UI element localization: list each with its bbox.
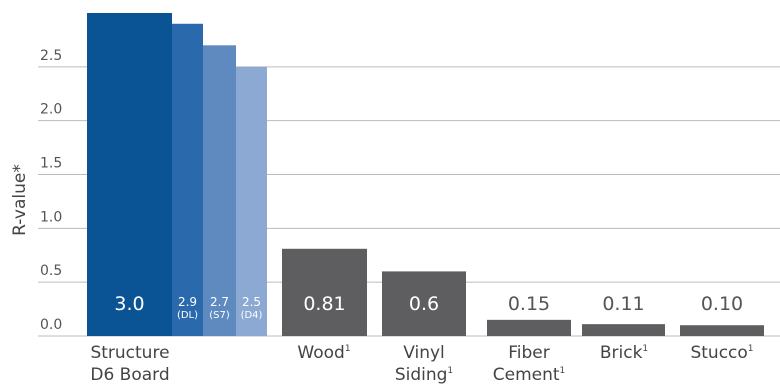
- bar-sub-label: (D4): [241, 310, 263, 321]
- bar-value-label: 3.0: [114, 293, 144, 315]
- y-tick-label: 2.0: [40, 102, 62, 118]
- bar-value-label: 2.5: [242, 295, 261, 309]
- footnote-marker: 1: [748, 344, 754, 354]
- bar: [487, 319, 571, 336]
- bar-sub-label: (S7): [209, 310, 230, 321]
- y-tick-label: 0.5: [40, 263, 62, 279]
- bar-value-label: 0.6: [409, 293, 439, 315]
- y-tick-label: 1.5: [40, 156, 62, 172]
- category-label: Fiber: [508, 343, 550, 363]
- bars: [87, 13, 764, 337]
- bar: [203, 45, 236, 337]
- footnote-marker: 1: [447, 366, 453, 376]
- category-label: Stucco1: [690, 343, 753, 363]
- bar-value-label: 0.15: [508, 293, 550, 315]
- bar: [172, 23, 203, 337]
- footnote-marker: 1: [345, 344, 351, 354]
- bar: [680, 325, 764, 336]
- category-label: Brick1: [600, 343, 648, 363]
- bar: [582, 324, 665, 336]
- bar: [382, 271, 466, 336]
- y-tick-label: 1.0: [40, 209, 62, 225]
- bar-sub-label: (DL): [177, 310, 198, 321]
- category-label: D6 Board: [90, 365, 169, 385]
- value-labels: 3.0 2.9(DL) 2.7(S7) 2.5(D4) 0.81 0.6 0.15 0.11 0…: [114, 293, 743, 321]
- footnote-marker: 1: [642, 344, 648, 354]
- bar-value-label: 0.81: [303, 293, 345, 315]
- bar-value-label: 2.7: [210, 295, 229, 309]
- bar-value-label: 0.10: [701, 293, 743, 315]
- category-label: Vinyl: [403, 343, 445, 363]
- bar-value-label: 2.9: [178, 295, 197, 309]
- bar: [87, 13, 172, 336]
- category-label: Siding1: [395, 365, 453, 385]
- bar: [282, 248, 367, 336]
- bar: [236, 66, 267, 336]
- category-label: Cement1: [493, 365, 566, 385]
- footnote-marker: 1: [560, 366, 566, 376]
- y-tick-label: 2.5: [40, 48, 62, 64]
- y-tick-labels: 0.0 0.5 1.0 1.5 2.0 2.5: [40, 48, 62, 333]
- y-axis-title: R-value*: [10, 164, 30, 236]
- y-tick-label: 0.0: [40, 317, 62, 333]
- bar-value-label: 0.11: [602, 293, 644, 315]
- category-label: Wood1: [297, 343, 350, 363]
- category-label: Structure: [90, 343, 169, 363]
